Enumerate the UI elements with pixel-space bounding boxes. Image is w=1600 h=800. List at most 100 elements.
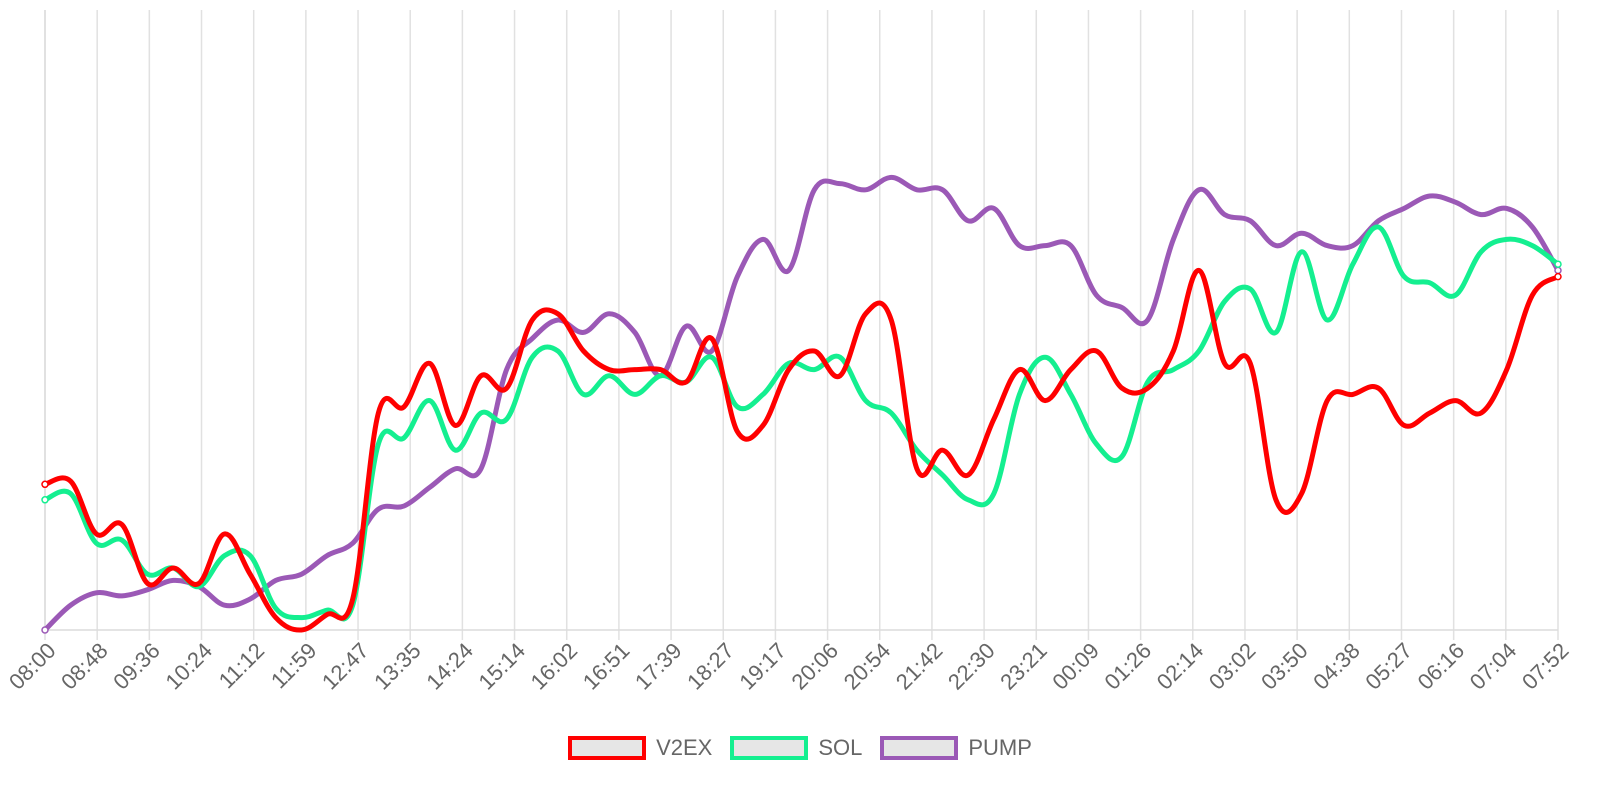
data-point-sol [1017, 392, 1022, 397]
data-point-pump [119, 593, 124, 598]
data-point-sol [68, 491, 73, 496]
data-point-sol [1350, 262, 1355, 267]
data-point-v2ex [273, 615, 278, 620]
data-point-v2ex [863, 311, 868, 316]
data-point-v2ex [1554, 272, 1562, 281]
legend-swatch [730, 736, 809, 760]
data-point-pump [1017, 243, 1022, 248]
data-point-v2ex [1504, 367, 1509, 372]
data-point-v2ex [1196, 268, 1201, 273]
data-point-pump [427, 485, 432, 490]
data-point-sol [1196, 349, 1201, 353]
data-point-sol [1402, 274, 1407, 279]
data-point-pump [1068, 243, 1073, 248]
data-point-v2ex [1402, 423, 1407, 428]
data-point-sol [812, 367, 817, 372]
data-point-v2ex [684, 380, 689, 384]
legend-label: SOL [818, 735, 863, 760]
data-point-sol [991, 491, 996, 496]
data-point-sol [837, 355, 842, 360]
x-tick-label: 07:52 [1517, 638, 1574, 695]
data-point-pump [1376, 218, 1381, 223]
legend-item-sol[interactable]: SOL [730, 735, 862, 761]
legend-swatch [568, 736, 647, 760]
series-v2ex [41, 267, 1562, 633]
data-point-v2ex [222, 531, 227, 536]
data-point-v2ex [350, 597, 355, 601]
x-tick-label: 05:27 [1360, 638, 1417, 695]
data-point-pump [632, 330, 637, 335]
data-point-sol [1273, 330, 1278, 335]
data-point-sol [1248, 287, 1253, 291]
x-tick-label: 12:47 [317, 638, 374, 695]
legend-item-v2ex[interactable]: V2EX [568, 735, 712, 761]
legend-label: PUMP [968, 735, 1032, 760]
data-point-pump [478, 466, 483, 471]
data-point-pump [68, 603, 73, 608]
data-point-sol [1376, 225, 1381, 229]
data-point-pump [889, 175, 894, 180]
data-point-pump [786, 268, 791, 273]
data-point-v2ex [402, 404, 407, 409]
series-line-pump [42, 174, 1561, 633]
x-tick-label: 22:30 [943, 638, 1000, 695]
data-point-pump [863, 187, 868, 192]
data-point-pump [94, 590, 99, 595]
data-point-pump [402, 504, 407, 508]
data-point-v2ex [812, 349, 817, 353]
data-point-sol [1222, 299, 1227, 304]
data-point-sol [863, 398, 868, 403]
data-point-v2ex [889, 318, 894, 322]
data-point-pump [504, 367, 509, 372]
x-tick-label: 13:35 [369, 638, 426, 695]
data-point-pump [581, 330, 586, 335]
data-point-pump [991, 206, 996, 211]
data-point-pump [350, 541, 355, 546]
data-point-pump [299, 572, 304, 577]
data-point-sol [1043, 355, 1048, 360]
data-point-pump [1120, 305, 1125, 310]
data-point-pump [145, 587, 150, 592]
data-point-pump [1453, 200, 1458, 205]
legend-swatch [880, 736, 959, 760]
series-line-sol [42, 224, 1561, 622]
data-point-v2ex [145, 581, 150, 586]
data-point-v2ex [966, 473, 971, 477]
x-tick-label: 17:39 [630, 638, 687, 695]
data-point-sol [1068, 392, 1073, 397]
data-point-v2ex [171, 566, 176, 570]
x-tick-label: 10:24 [160, 638, 217, 695]
data-point-sol [1504, 237, 1509, 242]
data-point-sol [1094, 442, 1099, 446]
data-point-pump [607, 311, 612, 316]
data-point-pump [222, 603, 227, 608]
data-point-v2ex [1350, 392, 1355, 397]
data-point-v2ex [1068, 367, 1073, 372]
data-point-v2ex [504, 386, 509, 391]
data-point-pump [1299, 231, 1304, 236]
data-point-v2ex [761, 423, 766, 428]
data-point-sol [940, 473, 945, 477]
x-tick-label: 19:17 [734, 638, 791, 695]
series-sol [41, 224, 1562, 622]
series-pump [41, 174, 1562, 634]
data-point-sol [1145, 380, 1150, 384]
data-point-pump [1171, 237, 1176, 242]
data-point-pump [1273, 243, 1278, 248]
data-point-pump [1248, 218, 1253, 223]
x-tick-label: 08:00 [4, 638, 61, 695]
data-point-sol [709, 355, 714, 360]
data-point-sol [41, 496, 49, 504]
legend-item-pump[interactable]: PUMP [880, 735, 1032, 761]
data-point-v2ex [196, 581, 201, 586]
data-point-pump [1043, 243, 1048, 248]
x-tick-label: 20:54 [839, 638, 896, 695]
data-point-pump [812, 187, 817, 192]
data-point-v2ex [607, 367, 612, 372]
x-tick-label: 11:59 [266, 638, 321, 693]
data-point-sol [325, 608, 330, 613]
x-tick-label: 18:27 [682, 638, 739, 695]
data-point-v2ex [837, 373, 842, 378]
data-point-sol [427, 398, 432, 403]
